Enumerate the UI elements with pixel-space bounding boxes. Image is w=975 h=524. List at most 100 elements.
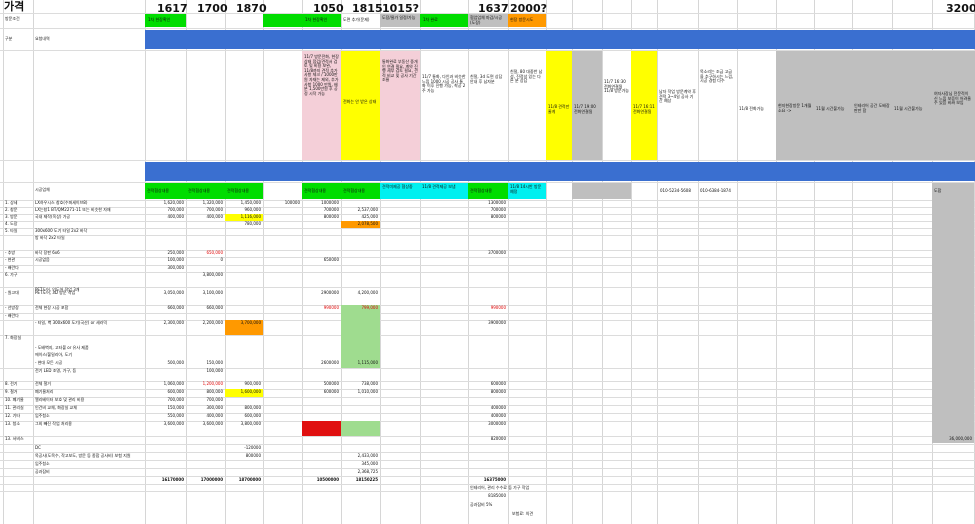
cell-value[interactable]: 1,115,000: [357, 360, 378, 365]
cell-value[interactable]: 250,000: [167, 250, 184, 255]
cell-value[interactable]: 1,200,000: [202, 381, 223, 386]
cell-value[interactable]: 800000: [490, 214, 506, 219]
cell-value[interactable]: 2,537,000: [357, 207, 378, 212]
status-cell-grey-2[interactable]: [468, 14, 508, 27]
cell-value[interactable]: 2900000: [321, 290, 339, 295]
row-description: 인건비 교체, 화장실 교체: [35, 405, 77, 410]
status-text: 협업업체 마감/시공(도장): [470, 15, 503, 25]
cell-value[interactable]: 3700000: [488, 250, 506, 255]
cell-value[interactable]: 400000: [490, 405, 506, 410]
cell-value[interactable]: 900,000: [244, 381, 261, 386]
vendor-tag: 견적협상내용: [470, 188, 493, 193]
cell-value[interactable]: 3900000: [488, 320, 506, 325]
cell-value[interactable]: 400,000: [206, 214, 223, 219]
cell-value[interactable]: 600,000: [244, 413, 261, 418]
cell-value[interactable]: 2600000: [321, 360, 339, 365]
cell-value[interactable]: 2,078,500: [357, 221, 378, 226]
status-text: 1차 현장확인: [148, 17, 171, 22]
row-description: 입주청소: [35, 413, 50, 418]
note-cell: 남자 작업 방문계약 후 견적 3~4일 공사 기간 예상: [659, 89, 696, 104]
total-value: 16375000: [483, 477, 506, 482]
cell-value[interactable]: 780,000: [244, 221, 261, 226]
cell-value[interactable]: 400,000: [206, 413, 223, 418]
cell-value[interactable]: 0: [220, 257, 223, 262]
cell-value[interactable]: 3,050,000: [163, 290, 184, 295]
cell-value[interactable]: 4,200,000: [357, 290, 378, 295]
cell-value[interactable]: 3000000: [488, 421, 506, 426]
cell-value[interactable]: 700,000: [167, 397, 184, 402]
cell-value[interactable]: 3,800,000: [202, 272, 223, 277]
cell-value[interactable]: 990000: [490, 305, 506, 310]
cell-value[interactable]: 660,000: [167, 305, 184, 310]
cell-value[interactable]: 1000000: [321, 200, 339, 205]
row-description: 전기 LED 조명, 가구, 등: [35, 368, 77, 373]
cell-value[interactable]: 700,000: [206, 397, 223, 402]
cell-value[interactable]: 600,000: [167, 389, 184, 394]
cell-value[interactable]: 800,000: [244, 405, 261, 410]
row-description: PET도어, 3D 방문 작업: [35, 290, 76, 295]
cell-value[interactable]: 2,300,000: [163, 320, 184, 325]
cell-value[interactable]: 1,620,000: [163, 200, 184, 205]
cell-value[interactable]: 1300000: [488, 200, 506, 205]
cell-value[interactable]: 550,000: [167, 413, 184, 418]
status-cell-grey-1[interactable]: [380, 14, 420, 27]
cell-value[interactable]: 800000: [323, 214, 339, 219]
cell-value[interactable]: 738,000: [361, 381, 378, 386]
status-cell-green-3[interactable]: [420, 14, 468, 27]
cell-value[interactable]: 600000: [323, 389, 339, 394]
contact-phone[interactable]: 010-6384-1874: [700, 188, 731, 193]
cell-value[interactable]: 400000: [490, 413, 506, 418]
cleaning-label: 입주청소: [35, 461, 50, 466]
cell-value[interactable]: 3,600,000: [202, 421, 223, 426]
cell-value[interactable]: 400,000: [167, 214, 184, 219]
cell-value[interactable]: 100000: [284, 200, 300, 205]
cell-value[interactable]: 3,600,000: [163, 421, 184, 426]
cell-value[interactable]: 500,000: [167, 360, 184, 365]
cell-value[interactable]: 700,000: [167, 207, 184, 212]
status-cell-green-1[interactable]: [145, 14, 186, 27]
cell-value[interactable]: 3,700,000: [240, 320, 261, 325]
cell-value[interactable]: 300,000: [206, 405, 223, 410]
cell-value[interactable]: 300,000: [167, 265, 184, 270]
cell-value[interactable]: 150,000: [167, 405, 184, 410]
footnote: 인테리어, 관리 수수료 등 가구 작업: [470, 485, 530, 490]
cell-value[interactable]: 799,000: [361, 305, 378, 310]
row-label: 12. 기타: [5, 413, 20, 418]
cell-value[interactable]: 650000: [323, 257, 339, 262]
cell-value[interactable]: 700,000: [206, 207, 223, 212]
cell-value[interactable]: 3,100,000: [202, 290, 223, 295]
price-header: 1637: [478, 2, 509, 15]
cell-value[interactable]: 150,000: [206, 360, 223, 365]
cell-value[interactable]: 650,000: [206, 250, 223, 255]
cell-value[interactable]: 1,320,000: [202, 200, 223, 205]
cell-value[interactable]: 800000: [490, 389, 506, 394]
row-label: - 추방: [5, 250, 16, 255]
cell-value[interactable]: 100,000: [206, 368, 223, 373]
status-cell-orange[interactable]: [508, 14, 546, 27]
cell-value[interactable]: 700000: [323, 207, 339, 212]
service-value: 820000: [490, 436, 506, 441]
cell-value[interactable]: 960,000: [244, 207, 261, 212]
cell-value[interactable]: 700000: [490, 207, 506, 212]
cell-value[interactable]: 1,600,000: [240, 389, 261, 394]
cell-value[interactable]: 1,116,000: [240, 214, 261, 219]
cell-value[interactable]: 990000: [323, 305, 339, 310]
cell-value[interactable]: 100,000: [167, 257, 184, 262]
contact-phone[interactable]: 010-5234-5608: [660, 188, 691, 193]
status-cell-green-2[interactable]: [263, 14, 341, 27]
row-label: - 배란다: [5, 265, 19, 270]
cell-value[interactable]: 1,450,000: [240, 200, 261, 205]
cell-value[interactable]: 1,010,000: [357, 389, 378, 394]
dc-value: -120000: [244, 445, 261, 450]
cell-value[interactable]: 3,800,000: [240, 421, 261, 426]
cell-value[interactable]: 1,060,000: [163, 381, 184, 386]
cell-value[interactable]: 600000: [490, 381, 506, 386]
note-cell: 11/7 방문전화, 현장 상태 점검/견적서 검토 및 비용 보완, 11/8…: [304, 54, 339, 96]
cell-value[interactable]: 500000: [323, 381, 339, 386]
vendor-tag: 견적협상내용: [304, 188, 327, 193]
cell-value[interactable]: 2,200,000: [202, 320, 223, 325]
cell-value[interactable]: 425,000: [361, 214, 378, 219]
cell-value[interactable]: 800,000: [206, 389, 223, 394]
cell-value[interactable]: 660,000: [206, 305, 223, 310]
cleaning-f: 345,000: [361, 461, 378, 466]
